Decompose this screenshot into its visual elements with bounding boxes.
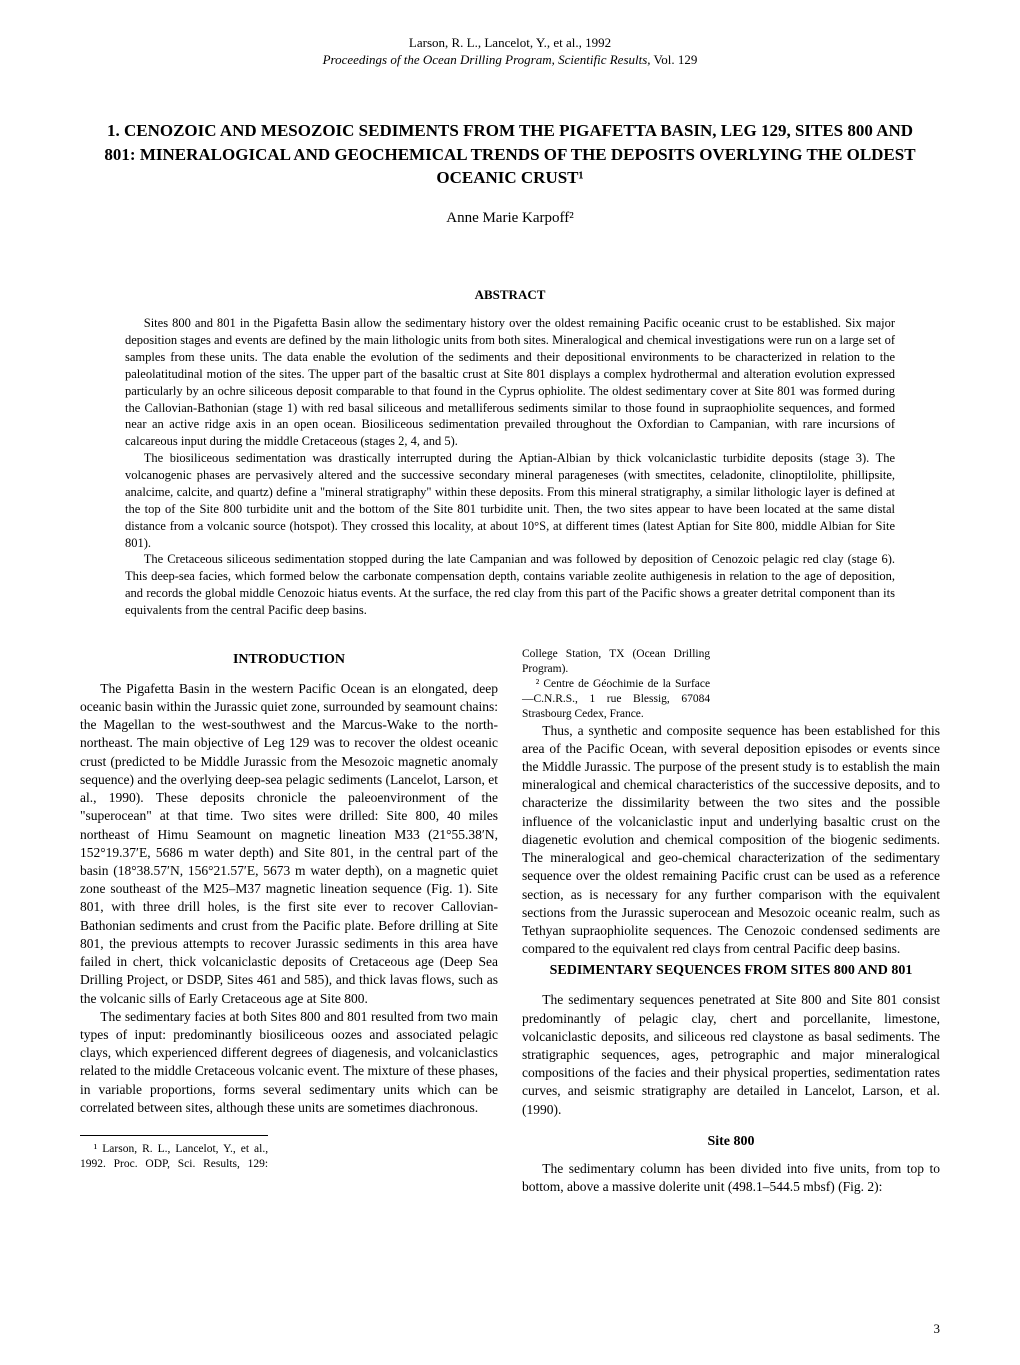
- body-paragraph: The sedimentary sequences penetrated at …: [522, 991, 940, 1119]
- header-citation: Larson, R. L., Lancelot, Y., et al., 199…: [80, 35, 940, 69]
- page-number: 3: [934, 1321, 941, 1337]
- introduction-heading: INTRODUCTION: [80, 651, 498, 670]
- citation-authors: Larson, R. L., Lancelot, Y., et al., 199…: [80, 35, 940, 52]
- body-paragraph: The sedimentary facies at both Sites 800…: [80, 1008, 498, 1117]
- footnote: ² Centre de Géochimie de la Surface—C.N.…: [522, 677, 710, 722]
- abstract-body: Sites 800 and 801 in the Pigafetta Basin…: [80, 315, 940, 619]
- body-paragraph: The Pigafetta Basin in the western Pacif…: [80, 680, 498, 1008]
- paper-title: 1. CENOZOIC AND MESOZOIC SEDIMENTS FROM …: [80, 119, 940, 190]
- abstract-paragraph: The Cretaceous siliceous sedimentation s…: [125, 551, 895, 619]
- body-paragraph: Thus, a synthetic and composite sequence…: [522, 722, 940, 959]
- sequences-heading: SEDIMENTARY SEQUENCES FROM SITES 800 AND…: [522, 962, 940, 981]
- abstract-paragraph: The biosiliceous sedimentation was drast…: [125, 450, 895, 551]
- body-paragraph: The sedimentary column has been divided …: [522, 1160, 940, 1196]
- body-columns: INTRODUCTION The Pigafetta Basin in the …: [80, 647, 940, 1196]
- abstract-paragraph: Sites 800 and 801 in the Pigafetta Basin…: [125, 315, 895, 450]
- citation-volume: Vol. 129: [651, 52, 698, 67]
- citation-journal: Proceedings of the Ocean Drilling Progra…: [323, 52, 651, 67]
- abstract-heading: ABSTRACT: [80, 287, 940, 303]
- site800-heading: Site 800: [522, 1133, 940, 1152]
- author-name: Anne Marie Karpoff²: [80, 210, 940, 227]
